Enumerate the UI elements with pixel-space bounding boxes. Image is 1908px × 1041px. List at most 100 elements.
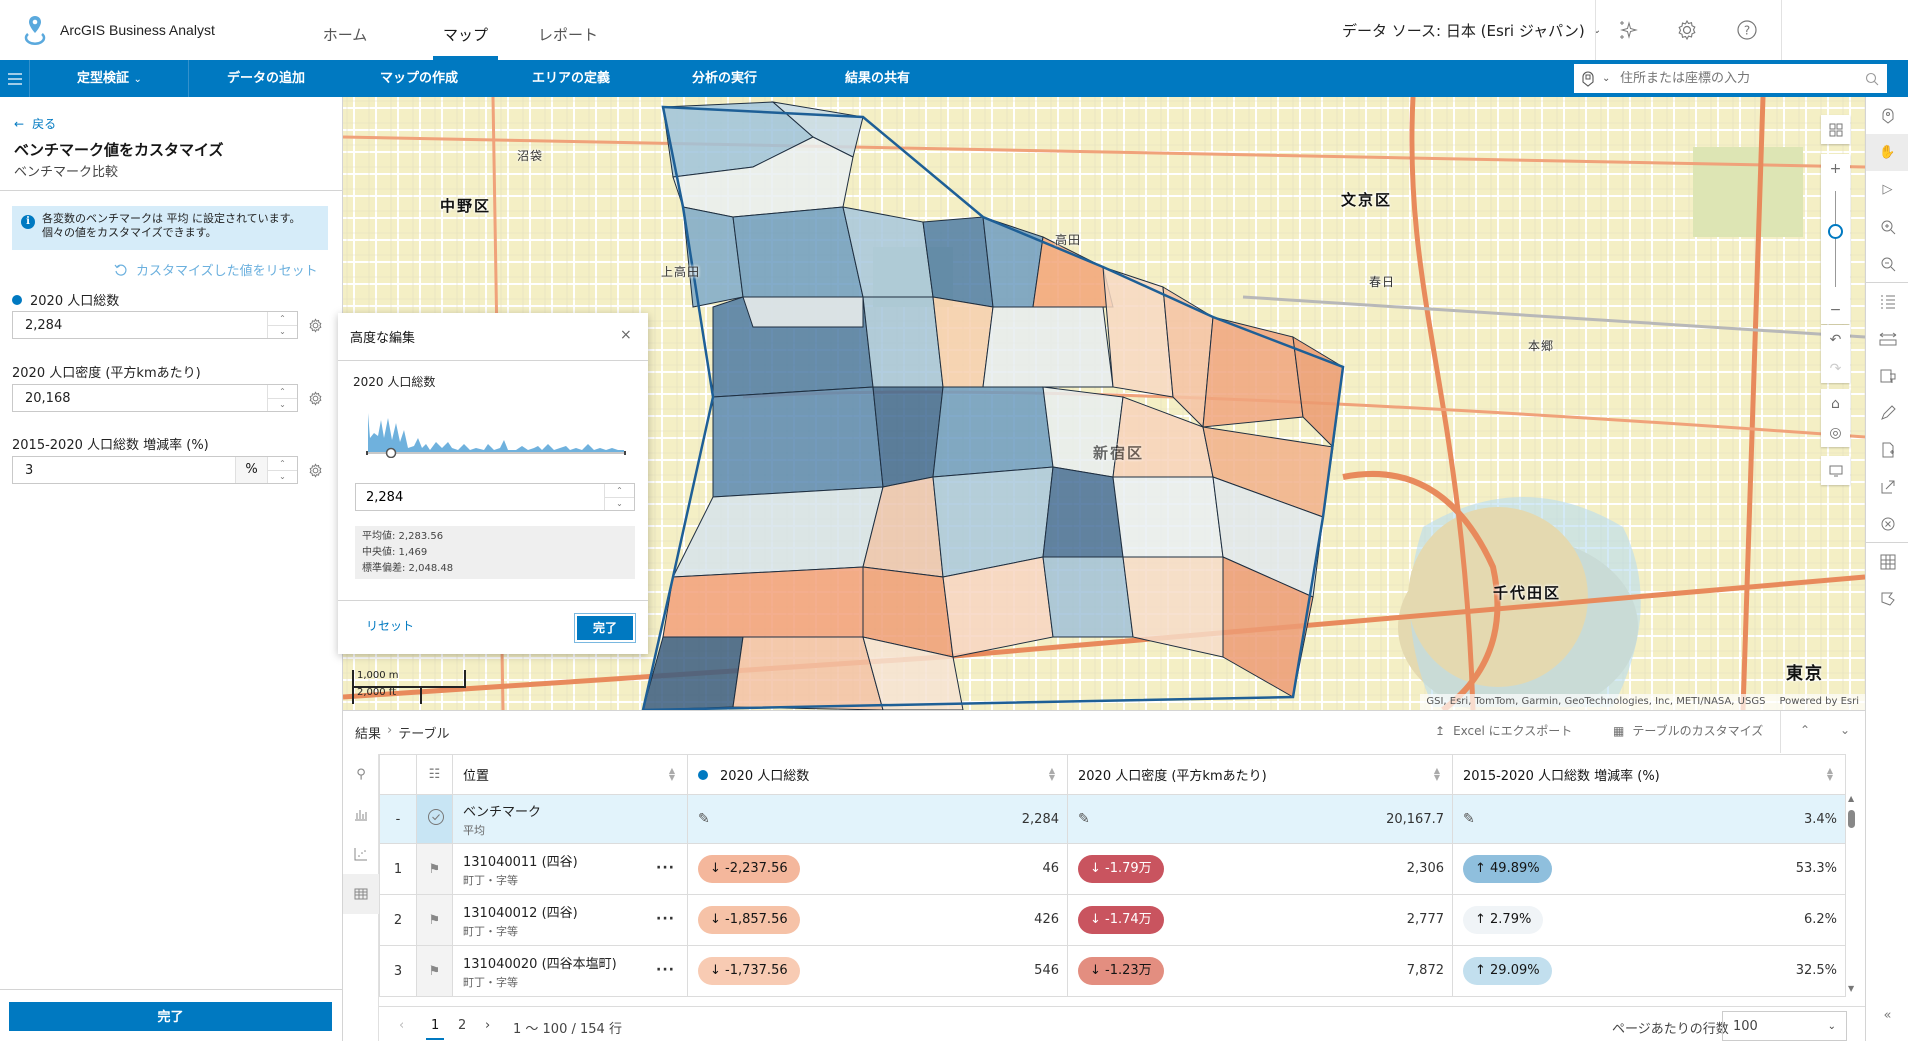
- scroll-down-icon[interactable]: ▼: [1848, 984, 1855, 993]
- location-pin-icon[interactable]: [1866, 97, 1908, 134]
- nav-define-area[interactable]: エリアの定義: [532, 71, 611, 86]
- collapse-toolbar-icon[interactable]: «: [1883, 1008, 1892, 1023]
- table-grid-icon[interactable]: [1866, 543, 1908, 580]
- tab-map[interactable]: マップ: [433, 0, 498, 60]
- zoom-slider-thumb[interactable]: [1828, 224, 1843, 239]
- value-histogram[interactable]: [366, 408, 626, 458]
- next-page-icon[interactable]: ›: [485, 1018, 491, 1033]
- export-icon[interactable]: [1866, 468, 1908, 505]
- benchmark-row[interactable]: - ベンチマーク 平均 ✎ 2,284 ✎ 20,167.7 ✎: [379, 794, 1846, 844]
- nav-run-analysis[interactable]: 分析の実行: [692, 71, 758, 86]
- increment-button[interactable]: ⌃: [268, 312, 297, 326]
- clear-icon[interactable]: [1866, 505, 1908, 542]
- gear-icon[interactable]: [306, 316, 324, 334]
- pencil-icon[interactable]: ✎: [698, 811, 710, 827]
- app-logo[interactable]: ArcGIS Business Analyst: [22, 14, 215, 46]
- more-options-icon[interactable]: ···: [656, 911, 675, 927]
- table-scrollbar[interactable]: ▲ ▼: [1845, 794, 1859, 994]
- sketch-edit-icon[interactable]: [1866, 394, 1908, 431]
- population-input[interactable]: [13, 312, 267, 338]
- list-icon[interactable]: [1866, 283, 1908, 320]
- tab-home[interactable]: ホーム: [322, 26, 368, 44]
- back-link[interactable]: ← 戻る: [14, 115, 56, 132]
- table-row[interactable]: 1 ⚑ 131040011 (四谷) 町丁・字等 ··· ↓ -2,237.56…: [379, 843, 1846, 895]
- layer-legend-icon[interactable]: [1866, 357, 1908, 394]
- expand-up-icon[interactable]: ⌃: [1800, 723, 1811, 737]
- zoom-out-button[interactable]: −: [1829, 301, 1842, 318]
- location-marker-icon[interactable]: [1574, 70, 1602, 87]
- scatter-plot-icon[interactable]: [343, 834, 379, 874]
- zoom-slider[interactable]: [1821, 183, 1850, 295]
- select-feature-icon[interactable]: ⚑: [416, 894, 453, 946]
- zoom-out-icon[interactable]: [1866, 245, 1908, 282]
- nav-share-results[interactable]: 結果の共有: [845, 71, 911, 86]
- powered-by[interactable]: Powered by Esri: [1779, 696, 1859, 707]
- page-2[interactable]: 2: [458, 1018, 467, 1033]
- increment-button[interactable]: ⌃: [268, 457, 297, 471]
- customize-table-button[interactable]: ▦ テーブルのカスタマイズ: [1613, 722, 1763, 739]
- scroll-up-icon[interactable]: ▲: [1848, 794, 1855, 803]
- close-icon[interactable]: ×: [620, 327, 632, 343]
- search-icon[interactable]: [1857, 72, 1887, 86]
- column-header-growth[interactable]: 2015-2020 人口総数 増減率 (%) ▲ ▼: [1452, 754, 1846, 795]
- increment-button[interactable]: ⌃: [605, 484, 634, 498]
- scrollbar-thumb[interactable]: [1848, 810, 1855, 828]
- measure-icon[interactable]: [1866, 320, 1908, 357]
- decrement-button[interactable]: ⌄: [279, 400, 286, 410]
- gear-icon[interactable]: [1673, 16, 1701, 44]
- locate-icon[interactable]: ◎: [1829, 424, 1842, 441]
- basemap-gallery-button[interactable]: [1821, 115, 1850, 144]
- zoom-in-button[interactable]: +: [1829, 160, 1842, 177]
- hamburger-menu-button[interactable]: [0, 60, 30, 97]
- more-options-icon[interactable]: ···: [656, 962, 675, 978]
- increment-button[interactable]: ⌃: [268, 385, 297, 399]
- prev-page-icon[interactable]: ‹: [399, 1018, 405, 1033]
- growth-input[interactable]: [13, 457, 235, 483]
- decrement-button[interactable]: ⌄: [279, 472, 286, 482]
- chevron-down-icon[interactable]: ⌄: [1602, 73, 1611, 84]
- column-header-population[interactable]: 2020 人口総数 ▲ ▼: [687, 754, 1068, 795]
- select-feature-icon[interactable]: ⚑: [416, 945, 453, 997]
- sparkle-icon[interactable]: [1614, 16, 1642, 44]
- popup-value-input[interactable]: [356, 484, 604, 510]
- redo-icon[interactable]: ↷: [1829, 360, 1842, 377]
- nav-add-data[interactable]: データの追加: [227, 71, 306, 86]
- table-row[interactable]: 3 ⚑ 131040020 (四谷本塩町) 町丁・字等 ··· ↓ -1,737…: [379, 945, 1846, 997]
- table-icon[interactable]: [343, 874, 379, 914]
- display-button[interactable]: [1821, 456, 1850, 485]
- add-file-icon[interactable]: [1866, 431, 1908, 468]
- pencil-icon[interactable]: ✎: [1463, 811, 1475, 827]
- page-1[interactable]: 1: [425, 1018, 445, 1040]
- tab-report[interactable]: レポート: [537, 26, 598, 44]
- nav-create-map[interactable]: マップの作成: [380, 71, 459, 86]
- breadcrumb-results[interactable]: 結果: [355, 727, 382, 742]
- column-header-density[interactable]: 2020 人口密度 (平方kmあたり) ▲ ▼: [1067, 754, 1453, 795]
- gear-icon[interactable]: [306, 461, 324, 479]
- zoom-to-icon[interactable]: ⚲: [356, 766, 366, 782]
- select-arrow-icon[interactable]: ▷: [1882, 182, 1893, 197]
- help-icon[interactable]: ?: [1733, 16, 1761, 44]
- decrement-button[interactable]: ⌄: [279, 327, 286, 337]
- decrement-button[interactable]: ⌄: [616, 499, 623, 509]
- popup-reset-button[interactable]: リセット: [366, 619, 415, 633]
- nav-workflow-dropdown[interactable]: 定型検証 ⌄: [77, 60, 142, 97]
- select-by-polygon-icon[interactable]: [1866, 580, 1908, 617]
- undo-icon[interactable]: ↶: [1829, 331, 1842, 348]
- address-search-input[interactable]: [1616, 71, 1857, 86]
- popup-done-button[interactable]: 完了: [574, 613, 636, 643]
- table-row[interactable]: 2 ⚑ 131040012 (四谷) 町丁・字等 ··· ↓ -1,857.56…: [379, 894, 1846, 946]
- select-feature-icon[interactable]: ⚑: [416, 843, 453, 895]
- column-header-location[interactable]: 位置 ▲ ▼: [452, 754, 688, 795]
- done-button[interactable]: 完了: [9, 1002, 332, 1031]
- home-icon[interactable]: ⌂: [1831, 395, 1840, 412]
- collapse-down-icon[interactable]: ⌄: [1840, 723, 1851, 737]
- data-source-dropdown[interactable]: データ ソース: 日本 (Esri ジャパン) ⌄: [1342, 20, 1601, 41]
- export-excel-button[interactable]: ↥ Excel にエクスポート: [1435, 722, 1572, 739]
- pan-hand-icon[interactable]: ✋: [1866, 134, 1908, 171]
- zoom-in-icon[interactable]: [1866, 208, 1908, 245]
- reset-custom-values-button[interactable]: カスタマイズした値をリセット: [114, 260, 318, 279]
- density-input[interactable]: [13, 385, 267, 411]
- bar-chart-icon[interactable]: [343, 794, 379, 834]
- rows-per-page-select[interactable]: 100 ⌄: [1722, 1011, 1847, 1041]
- more-options-icon[interactable]: ···: [656, 860, 675, 876]
